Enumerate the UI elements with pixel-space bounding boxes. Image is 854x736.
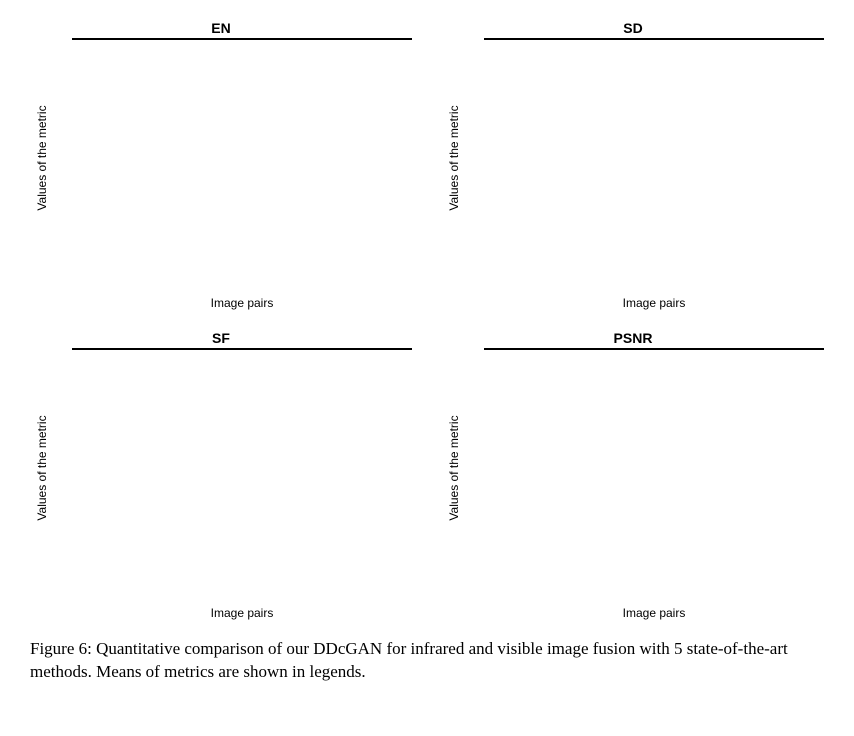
- chart-panel-sf: SF Values of the metric 00.050.10.15510152…: [30, 330, 412, 620]
- chart-grid: EN Values of the metric 55.566.577.588.595…: [30, 20, 824, 620]
- figure-caption: Figure 6: Quantitative comparison of our…: [30, 638, 824, 684]
- x-axis-label: Image pairs: [484, 296, 824, 310]
- y-axis-label: Values of the metric: [35, 415, 49, 520]
- plot-area: 0.050.10.150.20.250.30.355101520+DDCTPCA…: [484, 38, 824, 40]
- chart-title: PSNR: [442, 330, 824, 346]
- plot-area: 606570755101520+DDCTPCA:62.538△GTF:65.69…: [484, 348, 824, 350]
- chart-panel-en: EN Values of the metric 55.566.577.588.595…: [30, 20, 412, 310]
- chart-title: SD: [442, 20, 824, 36]
- x-axis-label: Image pairs: [72, 606, 412, 620]
- chart-title: EN: [30, 20, 412, 36]
- chart-panel-sd: SD Values of the metric 0.050.10.150.20.25…: [442, 20, 824, 310]
- plot-area: 55.566.577.588.595101520+DDCTPCA:6.5861△…: [72, 38, 412, 40]
- chart-title: SF: [30, 330, 412, 346]
- y-axis-label: Values of the metric: [35, 105, 49, 210]
- y-axis-label: Values of the metric: [447, 105, 461, 210]
- chart-panel-psnr: PSNR Values of the metric 606570755101520+…: [442, 330, 824, 620]
- x-axis-label: Image pairs: [484, 606, 824, 620]
- x-axis-label: Image pairs: [72, 296, 412, 310]
- plot-area: 00.050.10.155101520+DDCTPCA:0.0271△GTF:0…: [72, 348, 412, 350]
- y-axis-label: Values of the metric: [447, 415, 461, 520]
